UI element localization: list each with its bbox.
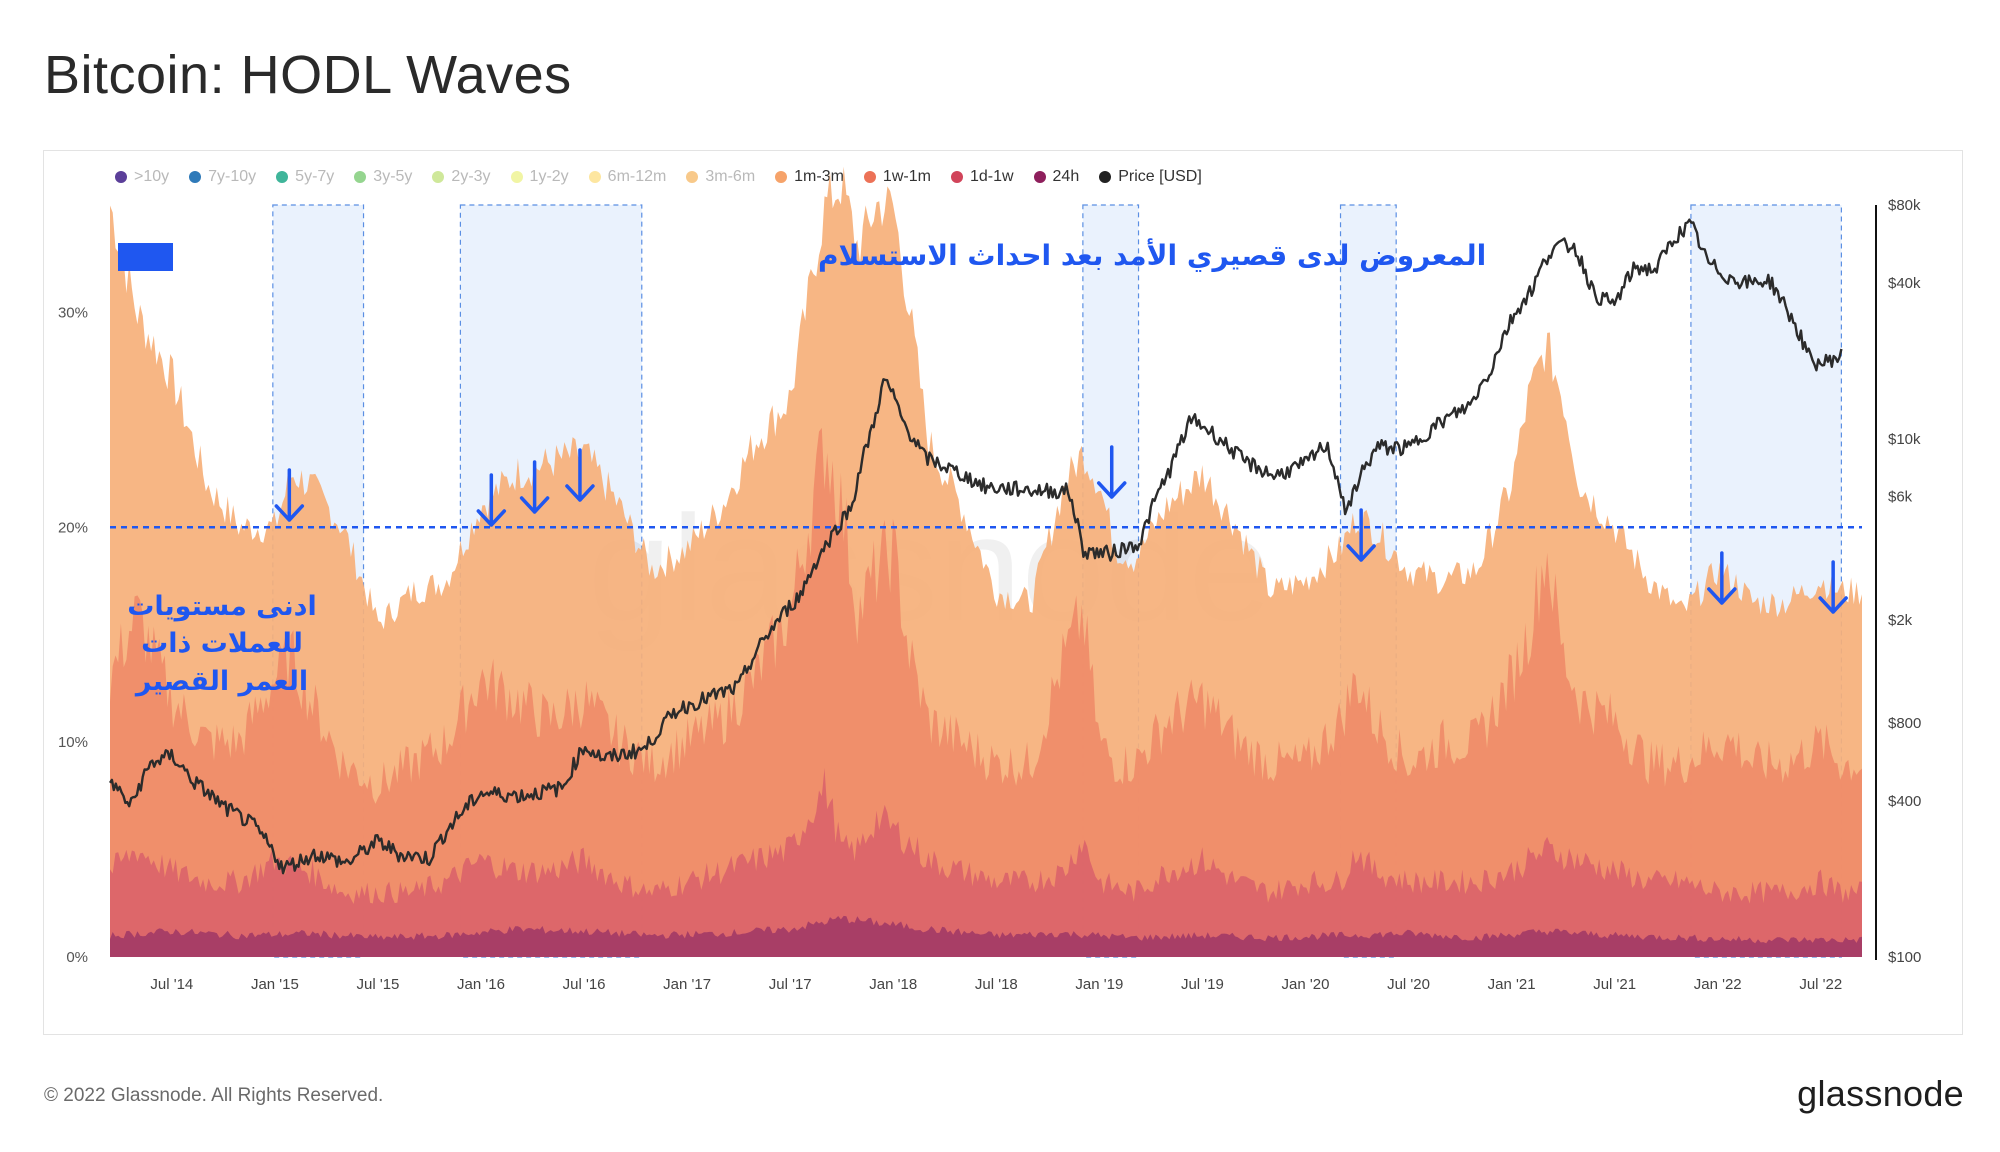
x-tick-label: Jul '22 bbox=[1799, 976, 1842, 993]
legend-item[interactable]: 1m-3m bbox=[775, 168, 844, 186]
legend-item[interactable]: 6m-12m bbox=[588, 168, 667, 186]
legend-swatch-icon bbox=[1099, 171, 1112, 183]
down-arrow-icon bbox=[1096, 445, 1127, 499]
legend-swatch-icon bbox=[775, 171, 788, 183]
legend-item[interactable]: 1d-1w bbox=[950, 168, 1014, 186]
legend-swatch-icon bbox=[950, 171, 963, 183]
page-title: Bitcoin: HODL Waves bbox=[44, 45, 572, 105]
x-tick-label: Jul '18 bbox=[975, 976, 1018, 993]
legend-item[interactable]: 7y-10y bbox=[189, 168, 256, 186]
y-right-tick-label: $80k bbox=[1888, 197, 1921, 214]
legend-swatch-icon bbox=[1033, 171, 1046, 183]
down-arrow-icon bbox=[476, 473, 507, 527]
legend-label: 3m-6m bbox=[705, 168, 756, 185]
legend-label: 1w-1m bbox=[882, 168, 931, 185]
x-tick-label: Jan '17 bbox=[663, 976, 711, 993]
top-annotation-text: المعروض لدى قصيري الأمد بعد احداث الاستس… bbox=[818, 238, 1486, 272]
x-tick-label: Jan '16 bbox=[457, 976, 505, 993]
y-right-tick-label: $400 bbox=[1888, 793, 1921, 810]
chart-legend: >10y 7y-10y 5y-7y 3y-5y 2y-3y 1y-2y 6m-12m 3m-6… bbox=[115, 168, 1202, 186]
legend-swatch-icon bbox=[115, 171, 127, 183]
x-tick-label: Jul '21 bbox=[1593, 976, 1636, 993]
legend-label: 1m-3m bbox=[794, 168, 844, 185]
y-right-tick-label: $800 bbox=[1888, 715, 1921, 732]
legend-label: 1y-2y bbox=[529, 168, 569, 185]
legend-item[interactable]: >10y bbox=[115, 168, 169, 186]
y-right-tick-label: $6k bbox=[1888, 488, 1913, 505]
x-tick-label: Jan '19 bbox=[1075, 976, 1123, 993]
legend-item[interactable]: Price [USD] bbox=[1099, 168, 1202, 186]
legend-label: 7y-10y bbox=[208, 168, 257, 185]
down-arrow-icon bbox=[1346, 508, 1376, 562]
x-tick-label: Jan '15 bbox=[251, 976, 299, 993]
legend-item[interactable]: 3m-6m bbox=[686, 168, 755, 186]
y-right-tick-label: $10k bbox=[1888, 431, 1921, 448]
legend-item[interactable]: 2y-3y bbox=[432, 168, 491, 186]
y-right-tick-label: $2k bbox=[1888, 612, 1913, 629]
legend-swatch-icon bbox=[510, 171, 523, 183]
glassnode-logo[interactable]: glassnode bbox=[1797, 1073, 1964, 1114]
area-series-24h bbox=[110, 915, 1862, 957]
x-tick-label: Jan '20 bbox=[1282, 976, 1330, 993]
x-tick-label: Jul '15 bbox=[357, 976, 400, 993]
legend-label: 1d-1w bbox=[969, 168, 1014, 185]
area-series-1w-1m bbox=[110, 427, 1862, 957]
legend-label: 6m-12m bbox=[607, 168, 667, 185]
legend-swatch-icon bbox=[432, 171, 445, 183]
copyright-notice: © 2022 Glassnode. All Rights Reserved. bbox=[44, 1085, 384, 1106]
down-arrow-icon bbox=[274, 468, 305, 522]
left-annotation-line: للعملات ذات bbox=[141, 628, 303, 659]
legend-swatch-icon bbox=[863, 171, 876, 183]
legend-item[interactable]: 3y-5y bbox=[354, 168, 412, 186]
price-line bbox=[108, 218, 1843, 875]
legend-item[interactable]: 24h bbox=[1033, 168, 1080, 186]
y-left-tick-label: 20% bbox=[58, 519, 88, 536]
legend-swatch-icon bbox=[276, 171, 289, 183]
y-right-tick-label: $40k bbox=[1888, 275, 1921, 292]
x-tick-label: Jul '20 bbox=[1387, 976, 1430, 993]
x-tick-label: Jul '14 bbox=[150, 976, 193, 993]
legend-item[interactable]: 5y-7y bbox=[276, 168, 334, 186]
legend-item[interactable]: 1y-2y bbox=[510, 168, 569, 186]
legend-label: 3y-5y bbox=[373, 168, 413, 185]
note-marker-box bbox=[118, 243, 173, 271]
down-arrow-icon bbox=[565, 448, 595, 502]
y-right-tick-label: $100 bbox=[1888, 949, 1921, 966]
down-arrow-icon bbox=[1818, 560, 1848, 614]
legend-label: Price [USD] bbox=[1118, 168, 1202, 185]
legend-label: 2y-3y bbox=[451, 168, 491, 185]
x-tick-label: Jul '16 bbox=[563, 976, 606, 993]
legend-item[interactable]: 1w-1m bbox=[863, 168, 931, 186]
legend-swatch-icon bbox=[189, 171, 202, 183]
area-series-1d-1w bbox=[110, 768, 1862, 957]
legend-swatch-icon bbox=[588, 171, 601, 183]
y-left-tick-label: 0% bbox=[66, 949, 88, 966]
y-left-tick-label: 10% bbox=[58, 734, 88, 751]
legend-label: 24h bbox=[1052, 168, 1080, 185]
y-left-tick-label: 30% bbox=[58, 304, 88, 321]
x-tick-label: Jan '18 bbox=[869, 976, 917, 993]
legend-swatch-icon bbox=[354, 171, 367, 183]
left-annotation-line: العمر القصير bbox=[134, 666, 308, 697]
x-tick-label: Jan '22 bbox=[1694, 976, 1742, 993]
x-tick-label: Jan '21 bbox=[1488, 976, 1536, 993]
legend-label: 5y-7y bbox=[295, 168, 335, 185]
x-tick-label: Jul '19 bbox=[1181, 976, 1224, 993]
down-arrow-icon bbox=[519, 460, 550, 514]
legend-swatch-icon bbox=[686, 171, 699, 183]
x-tick-label: Jul '17 bbox=[769, 976, 812, 993]
left-annotation-line: ادنى مستويات bbox=[127, 591, 317, 622]
legend-label: >10y bbox=[134, 168, 170, 185]
down-arrow-icon bbox=[1707, 551, 1737, 605]
